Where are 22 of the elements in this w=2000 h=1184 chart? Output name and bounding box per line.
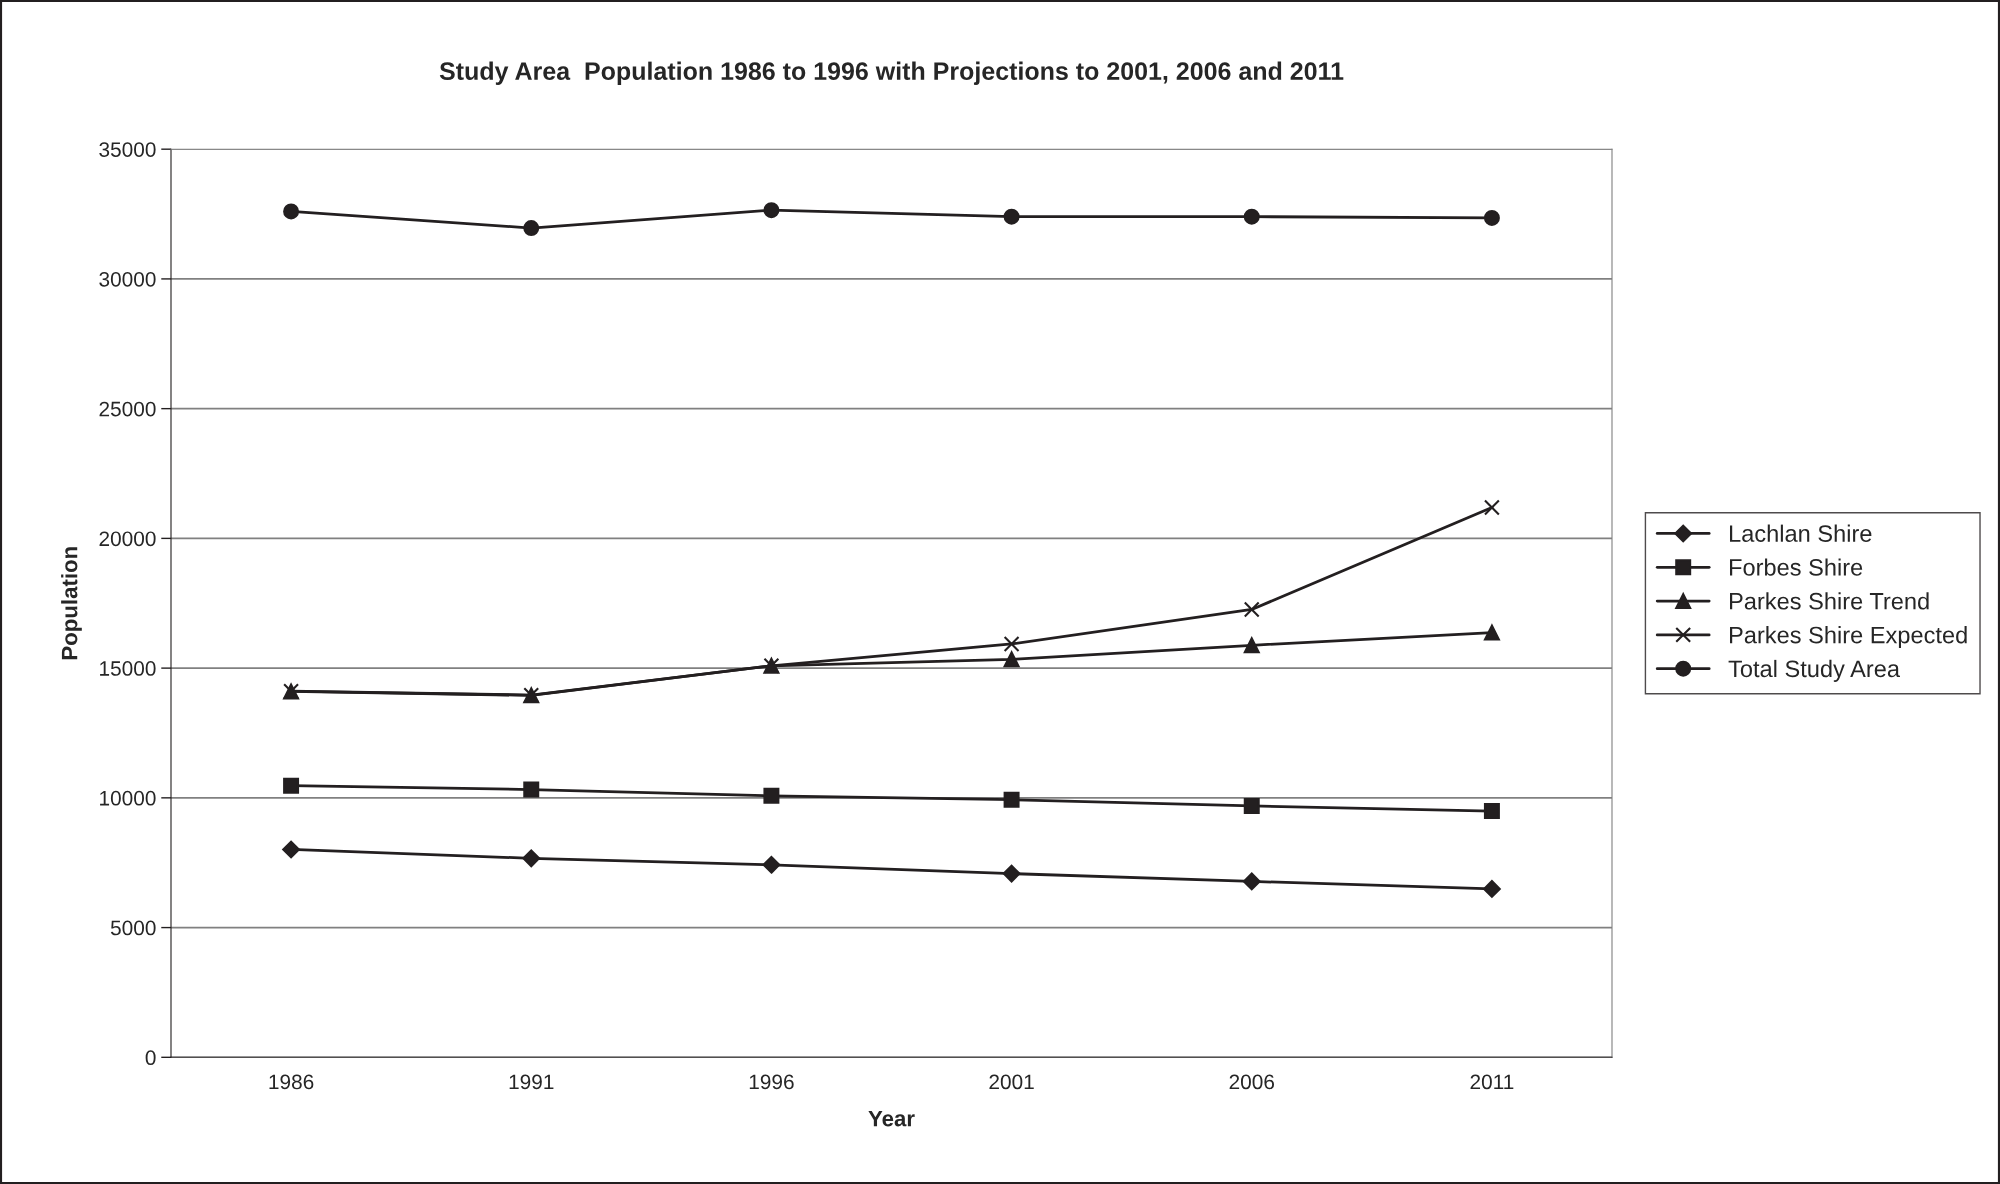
y-tick-label: 30000: [99, 271, 156, 287]
y-tick-label: 35000: [99, 142, 156, 157]
x-tick-label: 1996: [749, 1074, 794, 1090]
y-tick-label: 20000: [99, 531, 156, 547]
legend-label: Total Study Area: [1728, 659, 1900, 682]
x-tick-label: 2001: [989, 1074, 1034, 1090]
y-axis-title: Population: [61, 547, 82, 660]
legend-label: Parkes Shire Trend: [1730, 592, 1929, 610]
y-tick-label: 10000: [100, 790, 156, 806]
y-tick-label: 15000: [100, 661, 156, 676]
y-tick-label: 5000: [110, 920, 156, 936]
legend-label: Forbes Shire: [1730, 558, 1863, 576]
legend-label: Parkes Shire Expected: [1730, 626, 1967, 649]
y-tick-label: 25000: [99, 401, 156, 417]
x-tick-label: 2011: [1470, 1074, 1514, 1090]
x-tick-label: 1991: [509, 1074, 554, 1090]
chart-title: Study Area Population 1986 to 1996 with Projections to 2001, 2006 and 2011: [439, 61, 1344, 85]
legend-label: Lachlan Shire: [1730, 524, 1872, 542]
y-tick-label: 0: [145, 1050, 156, 1066]
x-axis-title: Year: [868, 1110, 915, 1127]
x-tick-label: 2006: [1229, 1074, 1275, 1090]
x-tick-label: 1986: [269, 1074, 314, 1090]
